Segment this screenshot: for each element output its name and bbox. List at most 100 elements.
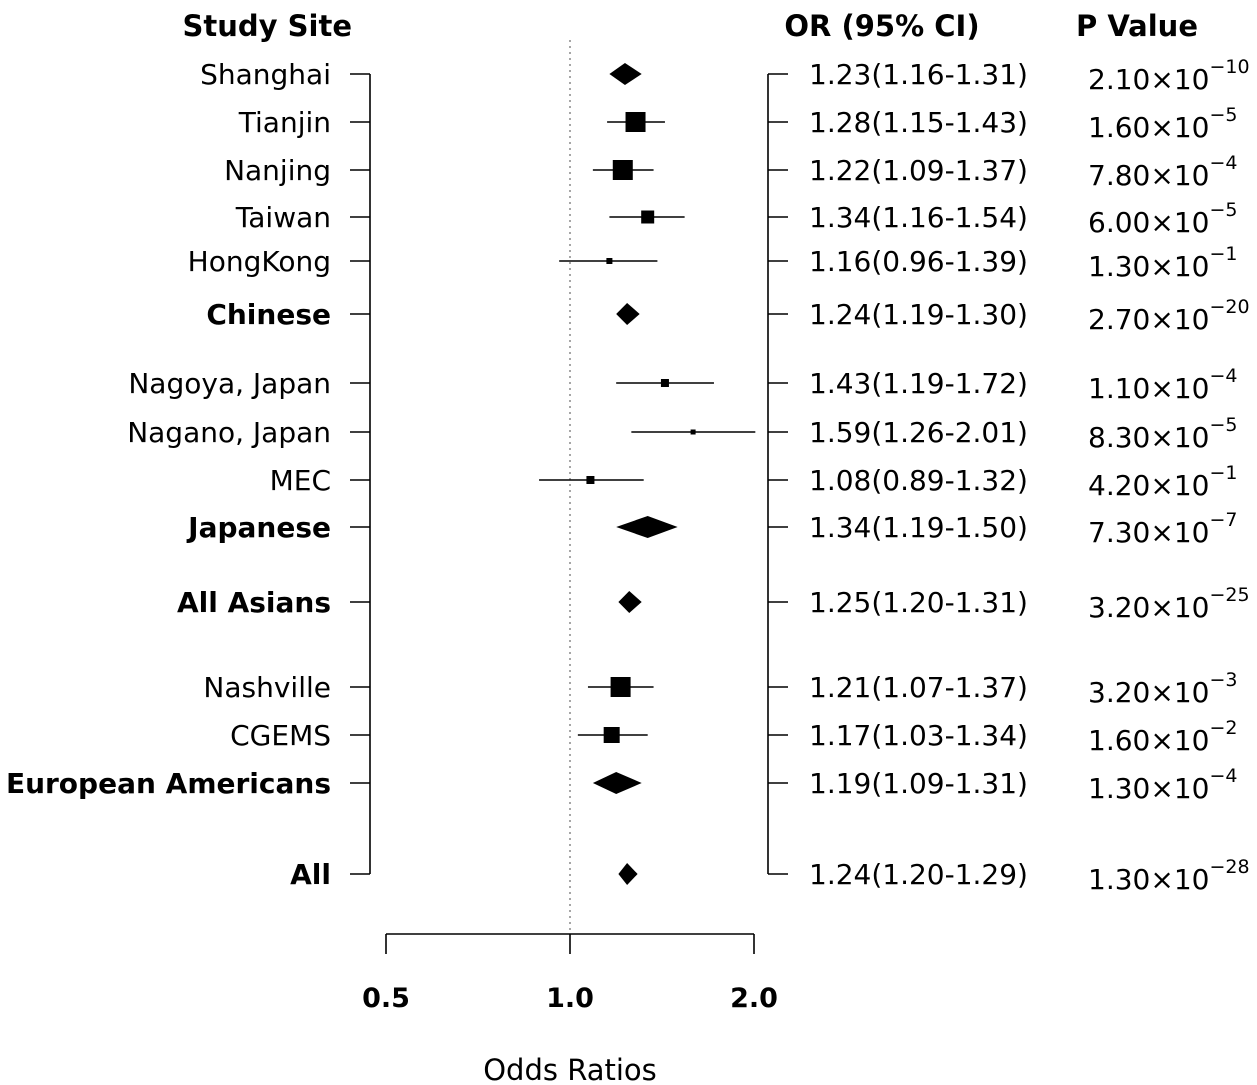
p-base: 10 [1174,159,1210,192]
or-ci-taiwan: 1.34(1.16-1.54) [809,201,1028,234]
times-sign: × [1150,863,1173,896]
p-value-mec: 4.20×10−1 [1088,462,1237,502]
times-sign: × [1150,372,1173,405]
times-sign: × [1150,63,1173,96]
row-nagoya-japan: Nagoya, Japan 1.43(1.19-1.72) 1.10×10−4 [128,365,1237,405]
p-exponent: −1 [1209,243,1237,265]
row-nagano-japan: Nagano, Japan 1.59(1.26-2.01) 8.30×10−5 [127,414,1237,454]
study-label-nashville: Nashville [203,671,331,704]
p-value-cgems: 1.60×10−2 [1088,717,1237,757]
times-sign: × [1150,591,1173,624]
p-base: 10 [1174,469,1210,502]
row-nanjing: Nanjing 1.22(1.09-1.37) 7.80×10−4 [224,152,1237,192]
p-mantissa: 2.70 [1088,303,1150,336]
header-or-ci: OR (95% CI) [784,9,979,43]
p-exponent: −5 [1209,199,1237,221]
study-label-nanjing: Nanjing [224,154,331,187]
p-base: 10 [1174,676,1210,709]
p-mantissa: 2.10 [1088,63,1150,96]
p-value-all: 1.30×10−28 [1088,856,1250,896]
study-label-all: All [290,858,331,891]
p-value-chinese: 2.70×10−20 [1088,296,1250,336]
p-value-nagoya-japan: 1.10×10−4 [1088,365,1237,405]
study-label-hongkong: HongKong [188,245,331,278]
row-tianjin: Tianjin 1.28(1.15-1.43) 1.60×10−5 [238,104,1238,144]
times-sign: × [1150,421,1173,454]
study-label-all-asians: All Asians [177,586,331,619]
or-ci-nanjing: 1.22(1.09-1.37) [809,154,1028,187]
p-base: 10 [1174,516,1210,549]
p-exponent: −4 [1209,765,1237,787]
p-base: 10 [1174,372,1210,405]
or-ci-nagano-japan: 1.59(1.26-2.01) [809,416,1028,449]
summary-diamond-all [618,863,638,885]
row-shanghai: Shanghai 1.23(1.16-1.31) 2.10×10−10 [200,56,1249,96]
p-value-nashville: 3.20×10−3 [1088,669,1237,709]
p-mantissa: 6.00 [1088,206,1150,239]
or-ci-mec: 1.08(0.89-1.32) [809,464,1028,497]
study-label-cgems: CGEMS [230,719,331,752]
p-base: 10 [1174,111,1210,144]
row-cgems: CGEMS 1.17(1.03-1.34) 1.60×10−2 [230,717,1237,757]
p-value-taiwan: 6.00×10−5 [1088,199,1237,239]
ci-bracket [767,73,788,875]
p-value-hongkong: 1.30×10−1 [1088,243,1237,283]
row-hongkong: HongKong 1.16(0.96-1.39) 1.30×10−1 [188,243,1238,283]
p-value-european-americans: 1.30×10−4 [1088,765,1237,805]
point-estimate-nashville [610,677,631,697]
p-base: 10 [1174,63,1210,96]
row-taiwan: Taiwan 1.34(1.16-1.54) 6.00×10−5 [235,199,1238,239]
p-exponent: −5 [1209,104,1237,126]
summary-diamond-japanese [616,516,678,538]
times-sign: × [1150,250,1173,283]
p-mantissa: 1.60 [1088,724,1150,757]
p-value-nagano-japan: 8.30×10−5 [1088,414,1237,454]
summary-diamond-chinese [616,303,640,325]
or-ci-all: 1.24(1.20-1.29) [809,858,1028,891]
study-label-shanghai: Shanghai [200,58,331,91]
p-exponent: −28 [1209,856,1249,878]
p-base: 10 [1174,303,1210,336]
p-base: 10 [1174,206,1210,239]
row-mec: MEC 1.08(0.89-1.32) 4.20×10−1 [270,462,1238,502]
p-value-nanjing: 7.80×10−4 [1088,152,1237,192]
x-axis: 0.5 1.0 2.0 [362,933,778,1014]
p-base: 10 [1174,591,1210,624]
p-mantissa: 3.20 [1088,591,1150,624]
row-chinese: Chinese 1.24(1.19-1.30) 2.70×10−20 [206,296,1249,336]
label-bracket [350,73,371,875]
p-mantissa: 8.30 [1088,421,1150,454]
p-exponent: −4 [1209,152,1237,174]
p-exponent: −3 [1209,669,1237,691]
p-exponent: −2 [1209,717,1237,739]
p-mantissa: 1.30 [1088,772,1150,805]
p-base: 10 [1174,421,1210,454]
times-sign: × [1150,724,1173,757]
or-ci-shanghai: 1.23(1.16-1.31) [809,58,1028,91]
header-p-value: P Value [1076,9,1198,43]
times-sign: × [1150,676,1173,709]
p-exponent: −10 [1209,56,1249,78]
p-value-japanese: 7.30×10−7 [1088,509,1237,549]
point-estimate-nanjing [612,160,633,180]
p-mantissa: 1.10 [1088,372,1150,405]
p-exponent: −5 [1209,414,1237,436]
row-nashville: Nashville 1.21(1.07-1.37) 3.20×10−3 [203,669,1237,709]
or-ci-nagoya-japan: 1.43(1.19-1.72) [809,367,1028,400]
or-ci-tianjin: 1.28(1.15-1.43) [809,106,1028,139]
or-ci-all-asians: 1.25(1.20-1.31) [809,586,1028,619]
or-ci-cgems: 1.17(1.03-1.34) [809,719,1028,752]
p-exponent: −25 [1209,584,1249,606]
p-exponent: −20 [1209,296,1249,318]
times-sign: × [1150,159,1173,192]
x-tick-label: 1.0 [546,983,594,1014]
p-exponent: −1 [1209,462,1237,484]
row-all: All 1.24(1.20-1.29) 1.30×10−28 [290,856,1249,896]
summary-diamond-all-asians [618,591,642,613]
times-sign: × [1150,111,1173,144]
summary-diamond-shanghai [609,63,642,85]
times-sign: × [1150,303,1173,336]
p-mantissa: 1.30 [1088,250,1150,283]
row-japanese: Japanese 1.34(1.19-1.50) 7.30×10−7 [186,509,1237,549]
